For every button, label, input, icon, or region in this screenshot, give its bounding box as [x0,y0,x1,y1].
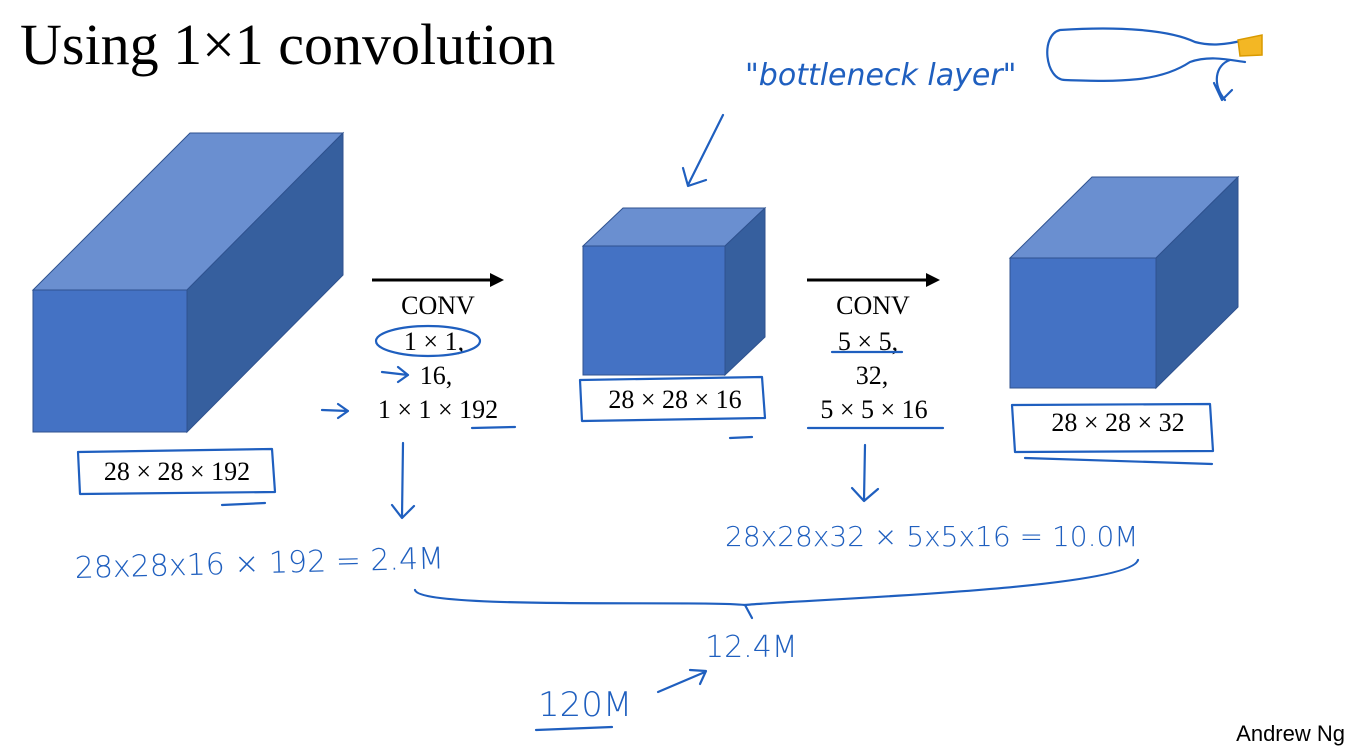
bottle-cap [1237,34,1263,57]
conv-line: 32, [856,361,889,390]
title: Using 1×1 convolution [20,12,555,77]
author: Andrew Ng [1236,721,1345,746]
volume [31,131,345,434]
conv-line: 16, [420,361,453,390]
volume [581,206,767,377]
annotation: 120M [538,685,632,725]
volume-label: 28 × 28 × 16 [608,385,741,414]
volume-label: 28 × 28 × 192 [104,457,250,486]
conv-line: 5 × 5 × 16 [820,395,927,424]
annotation: 12.4M [705,630,798,665]
conv-line: 1 × 1, [404,327,464,356]
conv-line: CONV [401,291,475,320]
annotation: 28x28x32 × 5x5x16 = 10.0M [725,520,1138,553]
conv-line: 1 × 1 × 192 [378,395,498,424]
annotation: 28x28x16 × 192 = 2.4M [74,541,444,586]
annotation: "bottleneck layer" [745,58,1016,93]
arrow [372,273,940,287]
volume [1008,175,1240,390]
volume-label: 28 × 28 × 32 [1051,408,1184,437]
conv-line: CONV [836,291,910,320]
hand-marks [76,27,1247,732]
